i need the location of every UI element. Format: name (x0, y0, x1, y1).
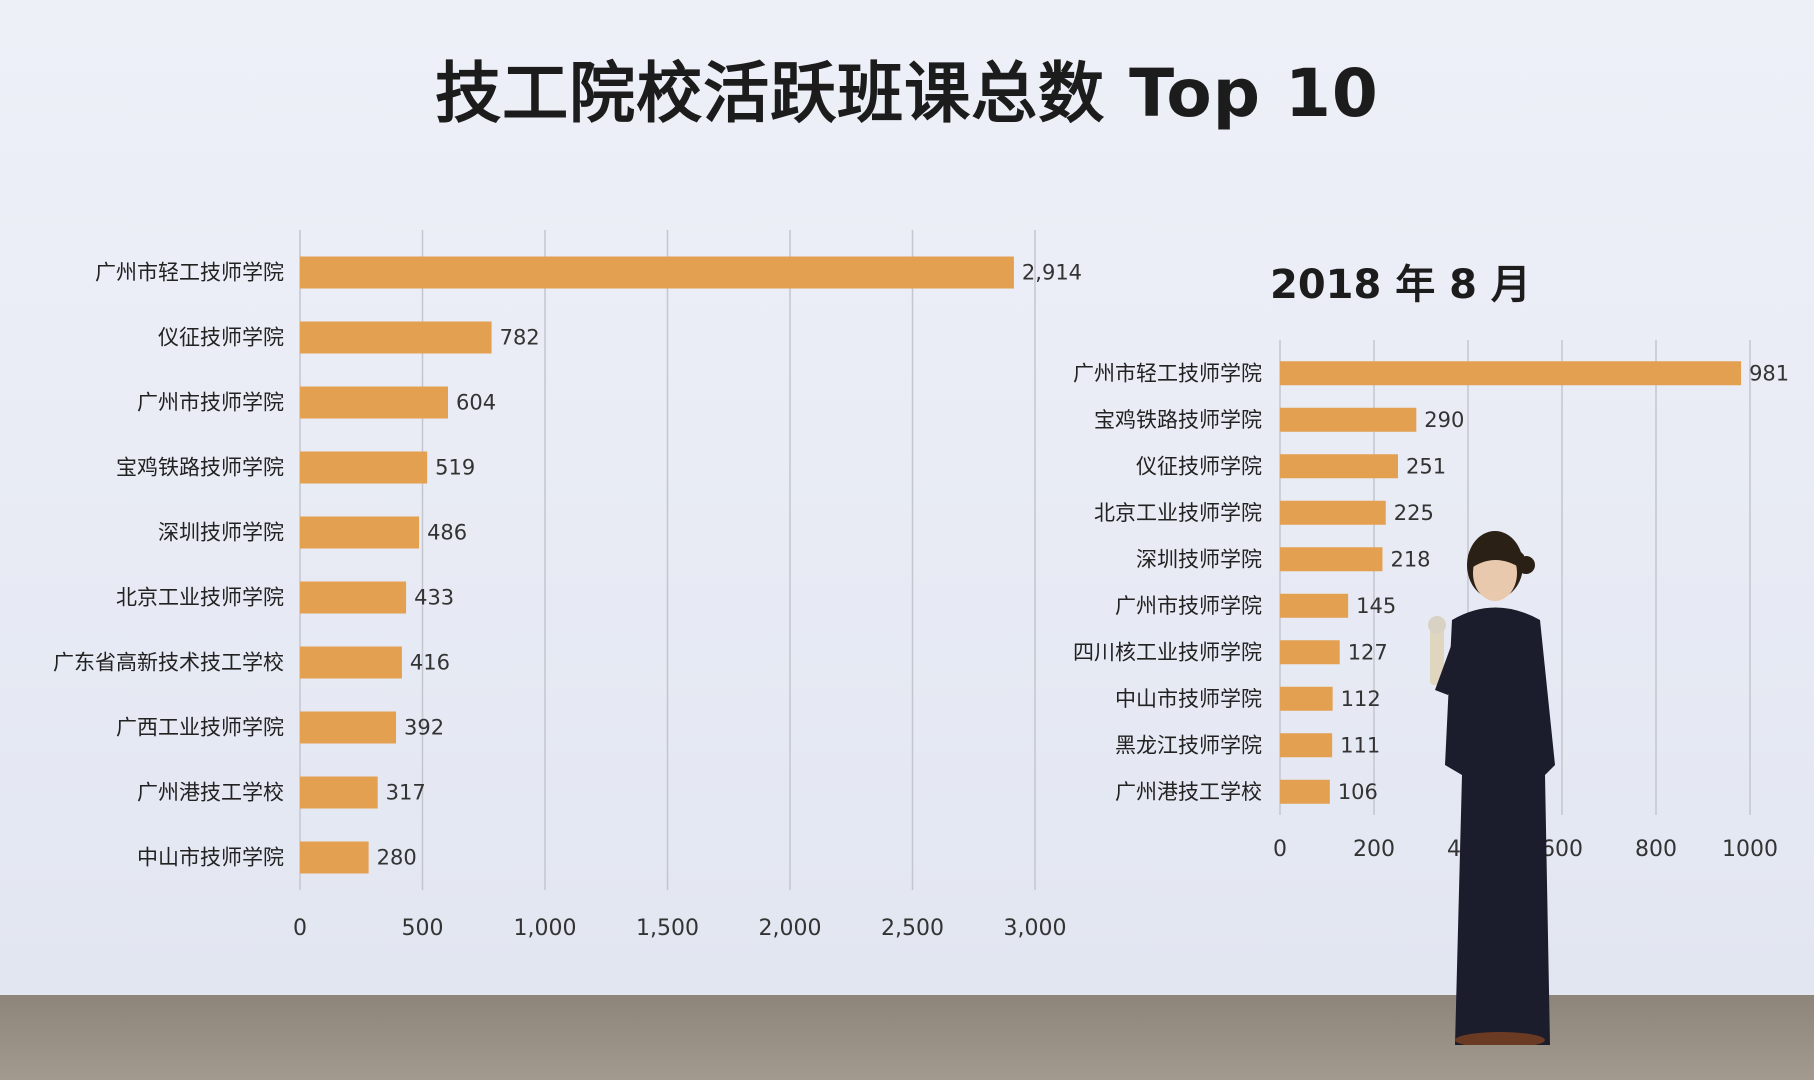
left-chart-category-label: 广东省高新技术技工学校 (53, 651, 284, 675)
left-chart-bar (300, 646, 402, 679)
right-chart-bar (1280, 779, 1330, 804)
left-chart-x-tick-label: 500 (402, 916, 444, 941)
right-chart-x-tick-label: 200 (1353, 837, 1395, 862)
right-chart-value-label: 145 (1356, 594, 1396, 618)
left-chart-value-label: 416 (410, 651, 450, 675)
right-chart-category-label: 广州市技师学院 (1115, 594, 1262, 618)
right-chart-bar (1280, 500, 1386, 525)
left-chart-category-label: 广西工业技师学院 (116, 716, 284, 740)
left-chart-value-label: 280 (377, 846, 417, 870)
right-chart-category-label: 仪征技师学院 (1136, 454, 1262, 478)
left-chart-x-tick-label: 2,500 (881, 916, 944, 941)
right-chart-bar (1280, 454, 1398, 479)
right-chart-subtitle: 2018 年 8 月 (1270, 262, 1531, 308)
left-chart-bar (300, 776, 378, 809)
right-chart-bar (1280, 733, 1333, 758)
left-chart-x-tick-label: 0 (293, 916, 307, 941)
right-chart-bar (1280, 686, 1333, 711)
left-chart-bar (300, 581, 407, 614)
right-chart-category-label: 北京工业技师学院 (1094, 501, 1262, 525)
left-chart-category-label: 广州市轻工技师学院 (95, 261, 284, 285)
left-chart-value-label: 604 (456, 391, 496, 415)
right-chart-category-label: 深圳技师学院 (1136, 547, 1262, 571)
right-chart-x-tick-label: 800 (1635, 837, 1677, 862)
right-chart-category-label: 宝鸡铁路技师学院 (1094, 408, 1262, 432)
right-chart-x-tick-label: 1000 (1722, 837, 1778, 862)
left-chart-bar (300, 451, 428, 484)
left-chart-category-label: 仪征技师学院 (158, 326, 284, 350)
right-chart-x-tick-label: 0 (1273, 837, 1287, 862)
left-chart-x-tick-label: 2,000 (759, 916, 822, 941)
slide-title: 技工院校活跃班课总数 Top 10 (435, 55, 1379, 132)
left-chart-bar (300, 386, 448, 419)
right-chart-bar (1280, 407, 1417, 432)
left-chart-value-label: 433 (414, 586, 454, 610)
right-chart-value-label: 111 (1340, 733, 1380, 757)
right-chart-category-label: 广州市轻工技师学院 (1073, 361, 1262, 385)
left-chart-bar (300, 841, 369, 874)
left-chart-category-label: 深圳技师学院 (158, 521, 284, 545)
right-chart-bar (1280, 361, 1742, 386)
right-chart-category-label: 四川核工业技师学院 (1073, 640, 1262, 664)
right-chart-value-label: 106 (1338, 780, 1378, 804)
right-chart-value-label: 981 (1749, 361, 1789, 385)
left-chart-category-label: 中山市技师学院 (137, 846, 284, 870)
left-chart-category-label: 北京工业技师学院 (116, 586, 284, 610)
left-chart-value-label: 519 (435, 456, 475, 480)
left-chart-value-label: 486 (427, 521, 467, 545)
left-chart-bar (300, 321, 492, 354)
left-chart-x-tick-label: 3,000 (1004, 916, 1067, 941)
right-chart-category-label: 黑龙江技师学院 (1115, 733, 1262, 757)
right-chart-value-label: 127 (1348, 640, 1388, 664)
right-chart-category-label: 广州港技工学校 (1115, 780, 1262, 804)
right-chart-bar (1280, 593, 1349, 618)
left-chart-bar (300, 711, 397, 744)
left-chart-bar (300, 256, 1014, 289)
left-chart-value-label: 782 (500, 326, 540, 350)
right-chart-bar (1280, 640, 1340, 665)
right-chart-value-label: 218 (1390, 547, 1430, 571)
right-chart-value-label: 112 (1341, 687, 1381, 711)
left-chart-value-label: 2,914 (1022, 261, 1082, 285)
left-chart-value-label: 317 (386, 781, 426, 805)
left-chart-category-label: 广州港技工学校 (137, 781, 284, 805)
left-chart-category-label: 广州市技师学院 (137, 391, 284, 415)
right-chart-category-label: 中山市技师学院 (1115, 687, 1262, 711)
right-chart-x-tick-label: 600 (1541, 837, 1583, 862)
right-chart-value-label: 225 (1394, 501, 1434, 525)
left-chart-bar (300, 516, 420, 549)
left-chart-value-label: 392 (404, 716, 444, 740)
right-chart-bar (1280, 547, 1383, 572)
left-chart-category-label: 宝鸡铁路技师学院 (116, 456, 284, 480)
right-chart-value-label: 290 (1424, 408, 1464, 432)
right-chart-value-label: 251 (1406, 454, 1446, 478)
left-chart-x-tick-label: 1,000 (514, 916, 577, 941)
left-chart-x-tick-label: 1,500 (636, 916, 699, 941)
presenter-figure (1428, 531, 1555, 1045)
